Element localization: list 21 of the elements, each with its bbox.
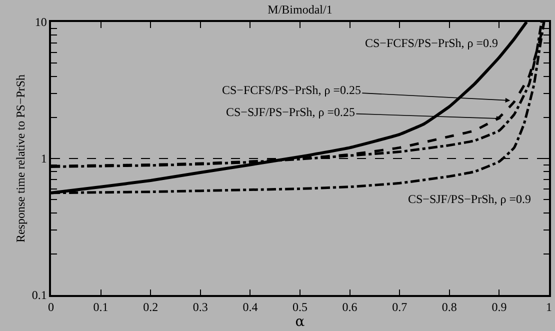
- x-tick-label: 0.4: [242, 300, 258, 314]
- y-tick-label: 0.1: [32, 288, 47, 302]
- y-axis-title: Response time relative to PS−PrSh: [14, 74, 28, 243]
- x-tick-label: 1: [546, 300, 552, 314]
- x-tick-label: 0.7: [392, 300, 408, 314]
- x-tick-label: 0.8: [442, 300, 457, 314]
- x-tick-label: 0: [48, 300, 54, 314]
- annotation: CS−SJF/PS−PrSh, ρ =0.9: [408, 192, 532, 206]
- annotation: CS−SJF/PS−PrSh, ρ =0.25: [226, 105, 356, 119]
- x-tick-label: 0.1: [93, 300, 108, 314]
- annotation: CS−FCFS/PS−PrSh, ρ =0.9: [365, 36, 498, 50]
- x-axis-title: α: [295, 314, 306, 330]
- y-tick-label: 1: [40, 152, 47, 166]
- x-tick-label: 0.3: [192, 300, 208, 314]
- chart-title: M/Bimodal/1: [268, 2, 332, 16]
- x-tick-label: 0.5: [292, 300, 308, 314]
- x-tick-label: 0.6: [342, 300, 358, 314]
- x-tick-label: 0.9: [492, 300, 507, 314]
- x-tick-label: 0.2: [143, 300, 158, 314]
- annotation: CS−FCFS/PS−PrSh, ρ =0.25: [222, 83, 362, 97]
- y-tick-label: 10: [34, 15, 47, 30]
